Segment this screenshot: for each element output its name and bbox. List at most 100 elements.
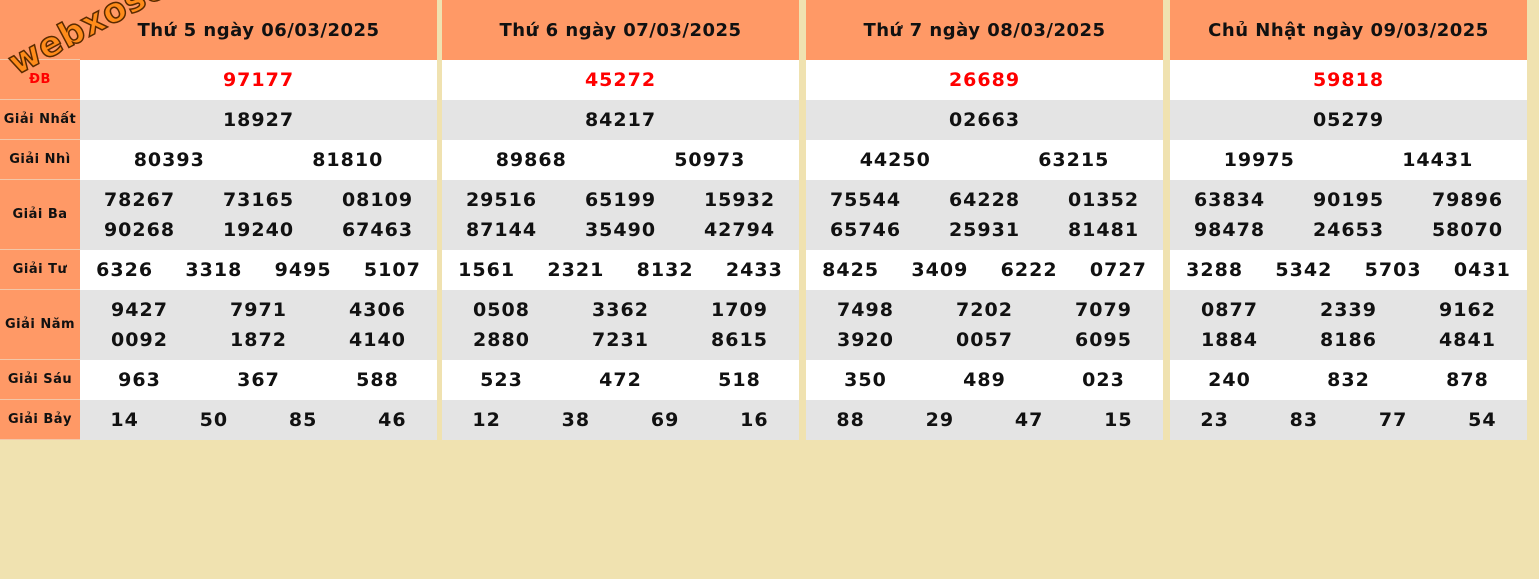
number: 3362 — [592, 299, 649, 321]
number: 63215 — [1038, 149, 1110, 171]
number: 878 — [1446, 369, 1489, 391]
number: 01352 — [1067, 189, 1140, 211]
number: 7971 — [230, 299, 287, 321]
number: 47 — [1014, 409, 1044, 431]
number: 15932 — [703, 189, 776, 211]
label-second-prize: Giải Nhì — [0, 140, 80, 180]
special-prize-row: 26689 — [806, 60, 1163, 100]
number: 23 — [1200, 409, 1229, 431]
second-prize-row: 89868 50973 — [442, 140, 799, 180]
seventh-prize-row: 12 38 69 16 — [442, 400, 799, 440]
number: 1884 — [1201, 329, 1258, 351]
number: 69 — [650, 409, 680, 431]
number: 963 — [118, 369, 161, 391]
sixth-prize-row: 523 472 518 — [442, 360, 799, 400]
label-sixth-prize: Giải Sáu — [0, 360, 80, 400]
prize-labels-column: ĐB Giải Nhất Giải Nhì Giải Ba Giải Tư Gi… — [0, 0, 80, 440]
number: 7231 — [592, 329, 649, 351]
fourth-prize-row: 8425 3409 6222 0727 — [806, 250, 1163, 290]
number: 19240 — [222, 219, 295, 241]
number: 50973 — [674, 149, 746, 171]
number: 26689 — [948, 69, 1021, 91]
number: 023 — [1082, 369, 1125, 391]
number: 16 — [740, 409, 769, 431]
number: 87144 — [465, 219, 538, 241]
number: 9162 — [1439, 299, 1496, 321]
number: 64228 — [948, 189, 1021, 211]
number: 350 — [844, 369, 887, 391]
number: 58070 — [1431, 219, 1504, 241]
day-results-0: Thứ 5 ngày 06/03/2025 97177 18927 80393 8181… — [80, 0, 437, 440]
number: 3318 — [185, 259, 243, 281]
number: 367 — [237, 369, 280, 391]
number: 2339 — [1320, 299, 1377, 321]
number: 12 — [472, 409, 501, 431]
label-corner — [0, 0, 80, 60]
number: 5107 — [363, 259, 421, 281]
number: 73165 — [222, 189, 295, 211]
number: 67463 — [341, 219, 414, 241]
number: 88 — [836, 409, 865, 431]
number: 59818 — [1312, 69, 1385, 91]
day-header: Thứ 7 ngày 08/03/2025 — [806, 0, 1163, 60]
number: 14 — [110, 409, 139, 431]
number: 19975 — [1223, 149, 1295, 171]
number: 46 — [378, 409, 407, 431]
label-seventh-prize: Giải Bảy — [0, 400, 80, 440]
number: 83 — [1289, 409, 1319, 431]
day-results-2: Thứ 7 ngày 08/03/2025 26689 02663 44250 6321… — [806, 0, 1163, 440]
first-prize-row: 05279 — [1170, 100, 1527, 140]
number: 77 — [1378, 409, 1408, 431]
special-prize-row: 45272 — [442, 60, 799, 100]
number: 29 — [925, 409, 955, 431]
number: 5342 — [1275, 259, 1333, 281]
number: 42794 — [703, 219, 776, 241]
label-special-prize: ĐB — [0, 60, 80, 100]
special-prize-row: 97177 — [80, 60, 437, 100]
third-prize-row: 75544 64228 01352 65746 25931 81481 — [806, 180, 1163, 250]
number: 5703 — [1364, 259, 1422, 281]
third-prize-row: 78267 73165 08109 90268 19240 67463 — [80, 180, 437, 250]
number: 3409 — [911, 259, 969, 281]
number: 14431 — [1402, 149, 1474, 171]
number: 50 — [199, 409, 229, 431]
sixth-prize-row: 240 832 878 — [1170, 360, 1527, 400]
fifth-prize-row: 9427 7971 4306 0092 1872 4140 — [80, 290, 437, 360]
number: 78267 — [103, 189, 176, 211]
number: 472 — [599, 369, 642, 391]
special-prize-row: 59818 — [1170, 60, 1527, 100]
number: 6095 — [1075, 329, 1132, 351]
first-prize-row: 18927 — [80, 100, 437, 140]
third-prize-row: 29516 65199 15932 87144 35490 42794 — [442, 180, 799, 250]
number: 15 — [1104, 409, 1133, 431]
day-results-1: Thứ 6 ngày 07/03/2025 45272 84217 89868 5097… — [442, 0, 799, 440]
number: 489 — [963, 369, 1006, 391]
seventh-prize-row: 14 50 85 46 — [80, 400, 437, 440]
number: 832 — [1327, 369, 1370, 391]
number: 4306 — [349, 299, 406, 321]
number: 7202 — [956, 299, 1013, 321]
fifth-prize-row: 0877 2339 9162 1884 8186 4841 — [1170, 290, 1527, 360]
number: 0508 — [473, 299, 530, 321]
second-prize-row: 44250 63215 — [806, 140, 1163, 180]
number: 6222 — [1000, 259, 1058, 281]
number: 97177 — [222, 69, 295, 91]
number: 38 — [561, 409, 591, 431]
number: 7079 — [1075, 299, 1132, 321]
number: 3288 — [1186, 259, 1244, 281]
number: 35490 — [584, 219, 657, 241]
number: 4841 — [1439, 329, 1496, 351]
number: 8425 — [822, 259, 880, 281]
day-header: Thứ 5 ngày 06/03/2025 — [80, 0, 437, 60]
number: 0727 — [1089, 259, 1147, 281]
number: 81810 — [312, 149, 384, 171]
number: 0431 — [1453, 259, 1511, 281]
number: 75544 — [829, 189, 902, 211]
number: 523 — [480, 369, 523, 391]
day-results-3: Chủ Nhật ngày 09/03/2025 59818 05279 19975 1… — [1170, 0, 1527, 440]
number: 90268 — [103, 219, 176, 241]
day-header: Chủ Nhật ngày 09/03/2025 — [1170, 0, 1527, 60]
first-prize-row: 02663 — [806, 100, 1163, 140]
number: 8132 — [636, 259, 694, 281]
sixth-prize-row: 963 367 588 — [80, 360, 437, 400]
